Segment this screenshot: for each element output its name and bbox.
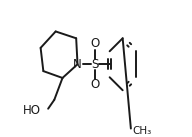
Text: CH₃: CH₃	[132, 126, 151, 136]
Text: S: S	[91, 58, 98, 71]
Text: O: O	[90, 37, 99, 50]
Text: HO: HO	[23, 104, 41, 117]
Text: O: O	[90, 78, 99, 91]
Text: N: N	[73, 58, 82, 72]
